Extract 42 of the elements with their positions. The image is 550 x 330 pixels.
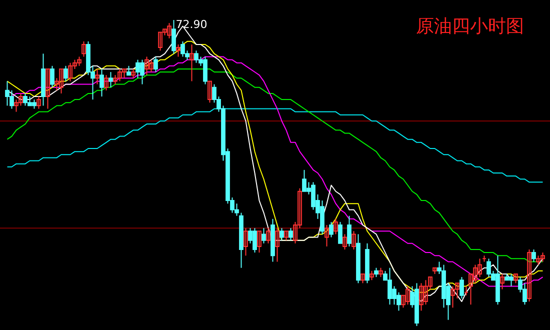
candlestick xyxy=(36,96,41,110)
candlestick xyxy=(100,68,104,97)
candlestick xyxy=(131,68,136,79)
candlestick xyxy=(532,249,536,262)
candlestick xyxy=(460,276,464,299)
candlestick xyxy=(514,273,518,284)
candlestick xyxy=(334,218,338,235)
candlestick xyxy=(82,40,86,58)
candlestick xyxy=(338,221,342,244)
candlestick xyxy=(257,230,262,254)
candlestick xyxy=(352,230,356,250)
candlestick xyxy=(108,72,113,88)
candlestick xyxy=(284,230,288,241)
candlestick xyxy=(266,228,270,244)
candlestick xyxy=(374,267,378,278)
candlestick xyxy=(64,65,68,82)
annotation: 72.90 xyxy=(176,18,208,31)
candlestick xyxy=(154,56,158,73)
candlestick xyxy=(288,228,293,241)
candlestick xyxy=(208,80,212,104)
candlestick xyxy=(280,228,284,241)
chart-title: 原油四小时图 xyxy=(416,16,524,37)
candlestick xyxy=(275,228,280,262)
candlestick xyxy=(104,74,108,91)
candlestick xyxy=(262,228,266,244)
candlestick xyxy=(378,267,383,278)
candlestick xyxy=(172,20,176,54)
candlestick xyxy=(95,68,100,85)
candlestick xyxy=(527,249,532,302)
candlestick xyxy=(370,270,374,281)
candlestick xyxy=(244,228,248,256)
candlestick xyxy=(347,215,352,247)
candlestick xyxy=(190,44,194,82)
candlestick xyxy=(50,65,54,88)
candlestick xyxy=(342,234,347,250)
candlestick xyxy=(176,44,180,58)
candlestick xyxy=(46,68,50,110)
candlestick xyxy=(126,65,131,76)
candlestick xyxy=(360,273,365,284)
candlestick xyxy=(500,273,504,290)
candlestick xyxy=(329,221,334,238)
candlestick xyxy=(324,224,329,247)
